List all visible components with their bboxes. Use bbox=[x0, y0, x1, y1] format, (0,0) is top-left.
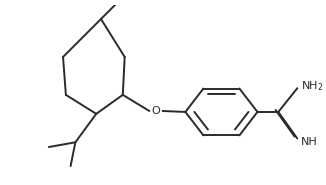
Text: NH$_2$: NH$_2$ bbox=[301, 79, 324, 93]
Text: NH: NH bbox=[301, 137, 318, 147]
Text: O: O bbox=[152, 106, 160, 116]
